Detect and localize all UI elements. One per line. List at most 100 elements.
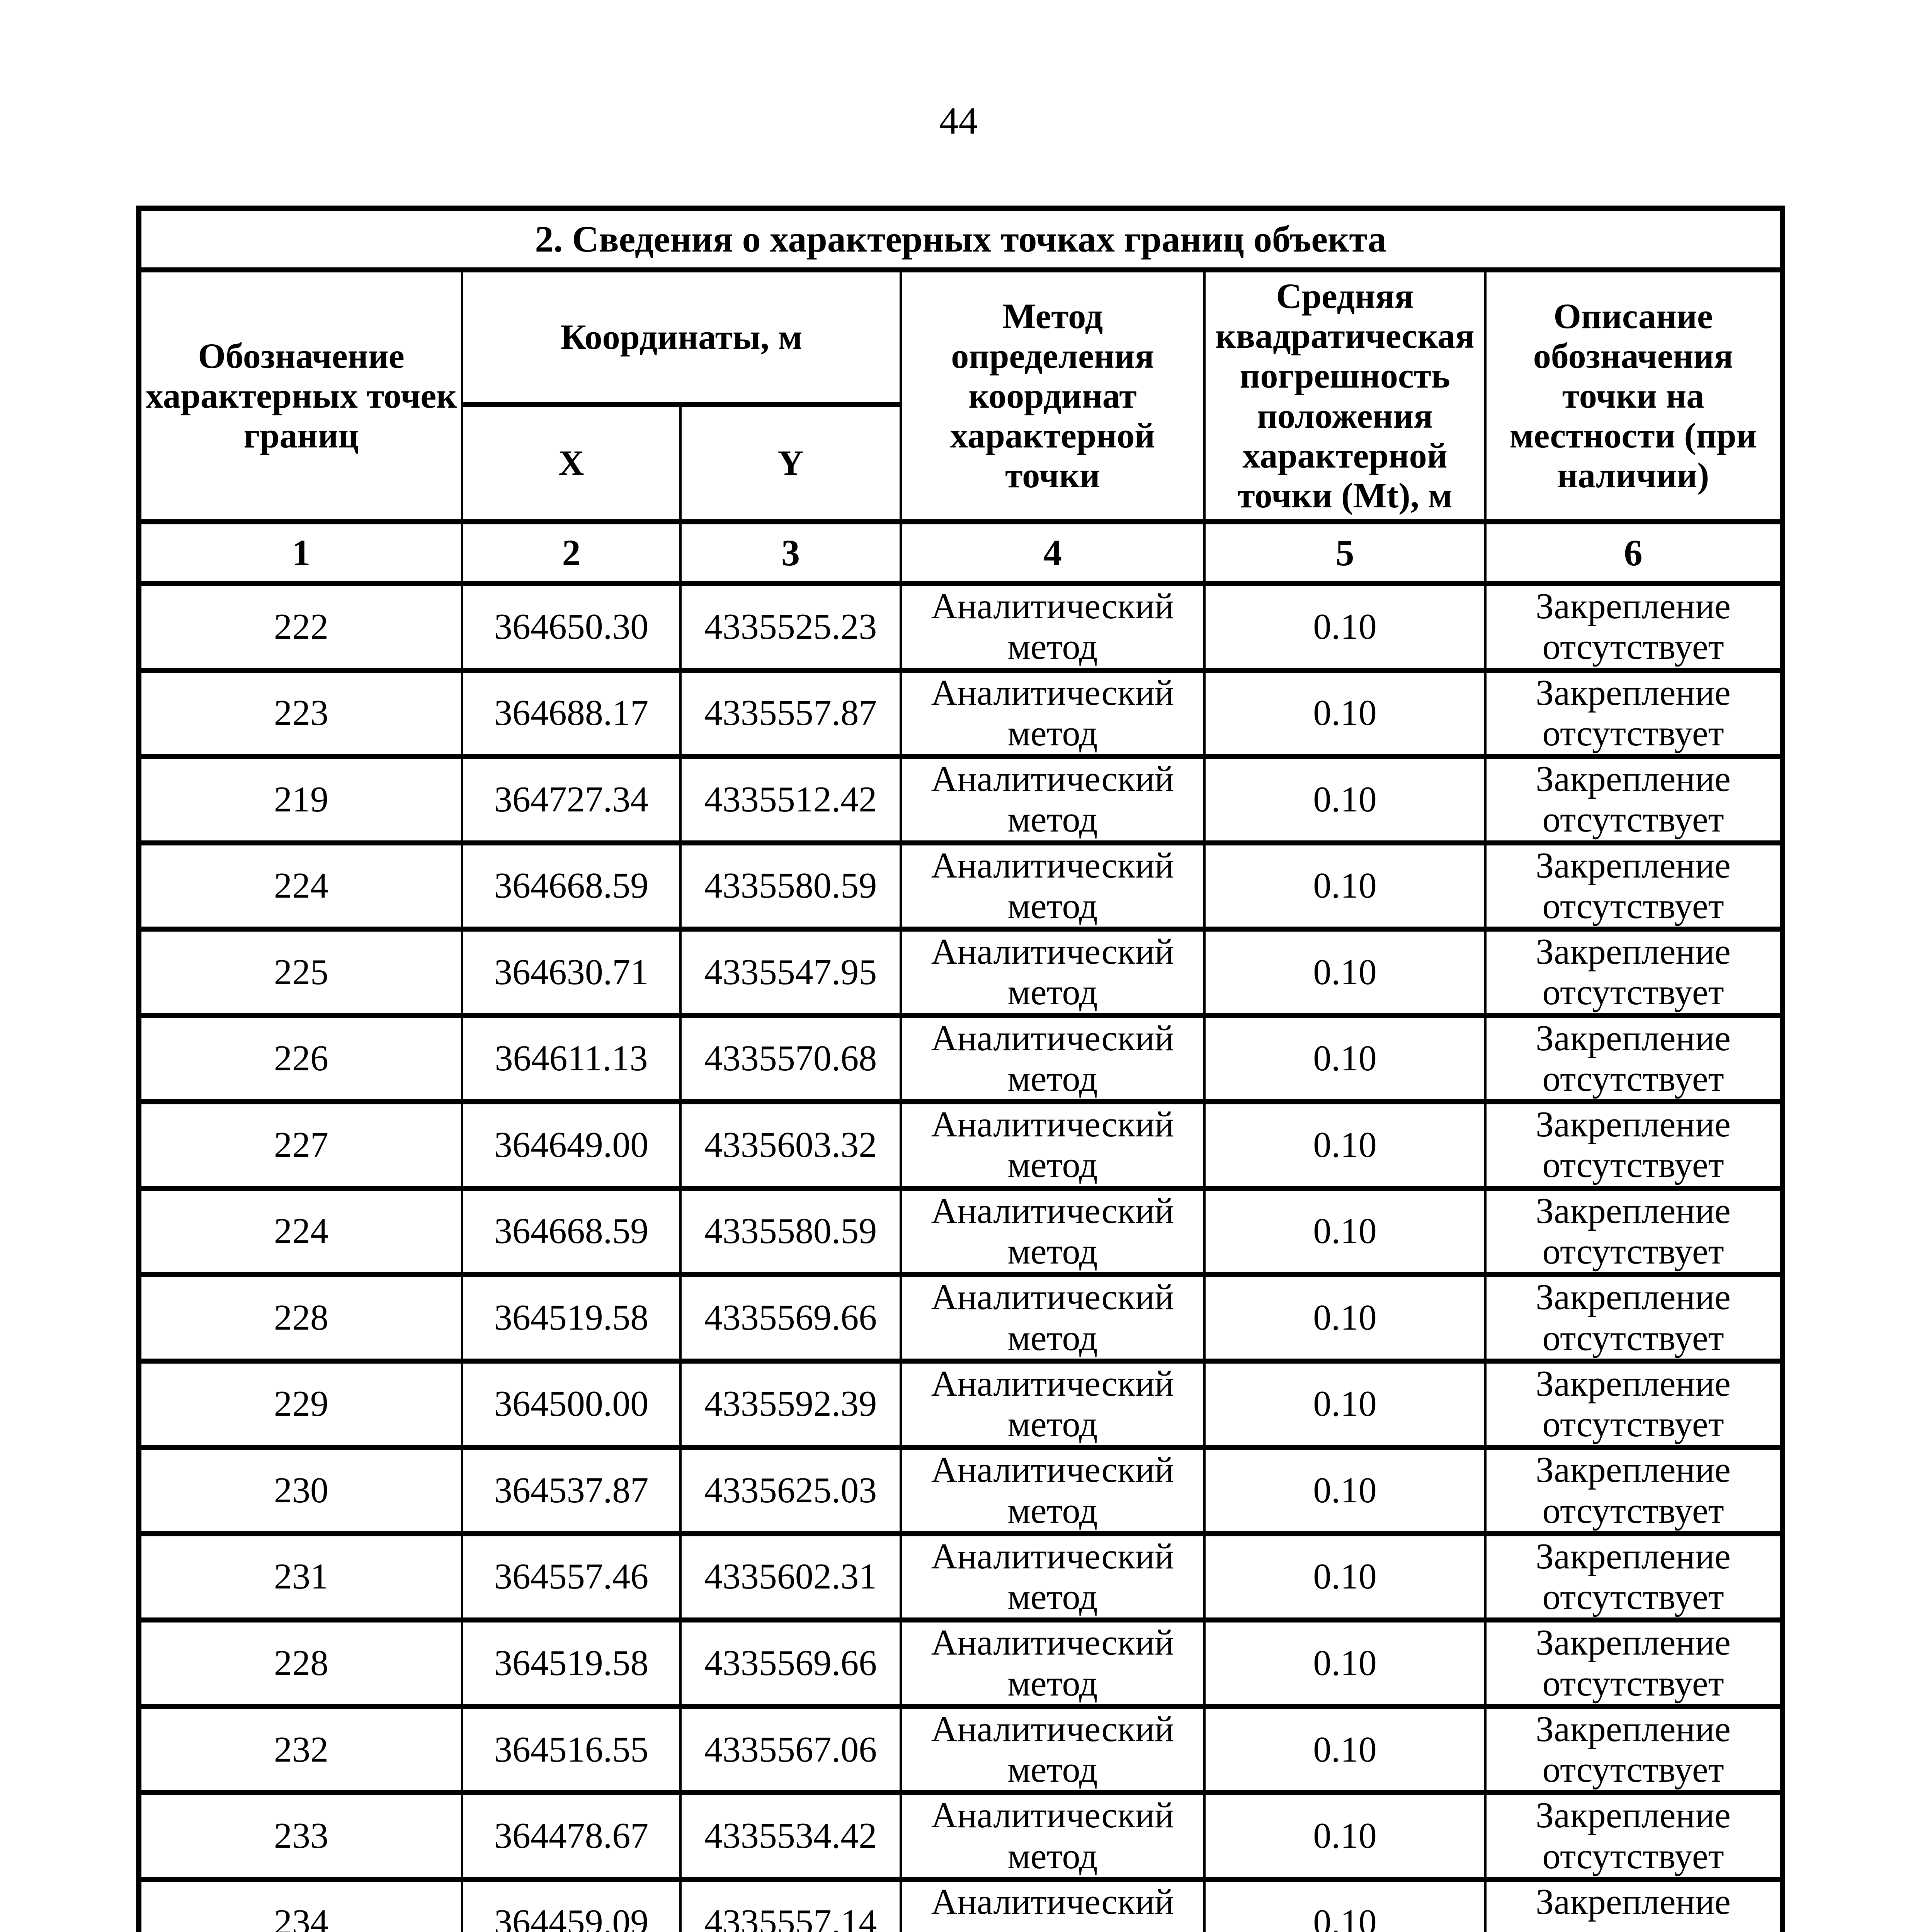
cell-mt: 0.10: [1203, 1445, 1487, 1536]
table-row: 219 364727.34 4335512.42 Аналитический м…: [138, 754, 1784, 845]
cell-mt: 0.10: [1203, 927, 1487, 1018]
table-row: 227 364649.00 4335603.32 Аналитический м…: [138, 1099, 1784, 1191]
cell-x: 364557.46: [461, 1531, 682, 1623]
cell-x: 364668.59: [461, 1185, 682, 1277]
cell-x: 364650.30: [461, 581, 682, 673]
table-row: 222 364650.30 4335525.23 Аналитический м…: [138, 581, 1784, 673]
cell-x: 364459.09: [461, 1876, 682, 1932]
cell-method: Аналитический метод: [900, 1876, 1206, 1932]
cell-y: 4335580.59: [679, 1185, 902, 1277]
cell-point: 231: [138, 1531, 463, 1623]
cell-point: 233: [138, 1790, 463, 1882]
cell-y: 4335570.68: [679, 1013, 902, 1105]
cell-mt: 0.10: [1203, 1704, 1487, 1796]
cell-x: 364727.34: [461, 754, 682, 845]
cell-description: Закрепление отсутствует: [1484, 1617, 1784, 1709]
cell-point: 224: [138, 840, 463, 932]
table-row: 224 364668.59 4335580.59 Аналитический м…: [138, 1185, 1784, 1277]
cell-method: Аналитический метод: [900, 581, 1206, 673]
cell-y: 4335602.31: [679, 1531, 902, 1623]
cell-description: Закрепление отсутствует: [1484, 1272, 1784, 1364]
characteristic-points-table: 2. Сведения о характерных точках границ …: [136, 206, 1786, 1932]
cell-y: 4335534.42: [679, 1790, 902, 1882]
cell-method: Аналитический метод: [900, 1617, 1206, 1709]
column-number-1: 1: [138, 519, 463, 586]
cell-x: 364688.17: [461, 667, 682, 759]
cell-description: Закрепление отсутствует: [1484, 1531, 1784, 1623]
cell-mt: 0.10: [1203, 667, 1487, 759]
cell-y: 4335580.59: [679, 840, 902, 932]
cell-x: 364611.13: [461, 1013, 682, 1105]
cell-point: 228: [138, 1617, 463, 1709]
cell-x: 364630.71: [461, 927, 682, 1018]
cell-y: 4335569.66: [679, 1617, 902, 1709]
table-row: 229 364500.00 4335592.39 Аналитический м…: [138, 1358, 1784, 1450]
cell-method: Аналитический метод: [900, 1704, 1206, 1796]
cell-point: 225: [138, 927, 463, 1018]
cell-mt: 0.10: [1203, 840, 1487, 932]
cell-y: 4335603.32: [679, 1099, 902, 1191]
header-point-designation: Обозначение характерных точек границ: [138, 267, 463, 524]
cell-method: Аналитический метод: [900, 927, 1206, 1018]
cell-y: 4335567.06: [679, 1704, 902, 1796]
table-row: 226 364611.13 4335570.68 Аналитический м…: [138, 1013, 1784, 1105]
column-number-5: 5: [1203, 519, 1487, 586]
cell-description: Закрепление отсутствует: [1484, 1790, 1784, 1882]
cell-description: Закрепление отсутствует: [1484, 927, 1784, 1018]
cell-method: Аналитический метод: [900, 1790, 1206, 1882]
cell-point: 224: [138, 1185, 463, 1277]
table-row: 225 364630.71 4335547.95 Аналитический м…: [138, 927, 1784, 1018]
column-number-4: 4: [900, 519, 1206, 586]
cell-x: 364519.58: [461, 1617, 682, 1709]
table-row: 224 364668.59 4335580.59 Аналитический м…: [138, 840, 1784, 932]
cell-y: 4335547.95: [679, 927, 902, 1018]
header-method: Метод определения координат характерной …: [900, 267, 1206, 524]
cell-y: 4335525.23: [679, 581, 902, 673]
cell-point: 234: [138, 1876, 463, 1932]
table-title-row: 2. Сведения о характерных точках границ …: [137, 206, 1784, 272]
cell-description: Закрепление отсутствует: [1484, 581, 1784, 673]
cell-method: Аналитический метод: [900, 840, 1206, 932]
cell-x: 364519.58: [461, 1272, 682, 1364]
column-number-6: 6: [1484, 519, 1784, 586]
cell-method: Аналитический метод: [900, 1185, 1206, 1277]
header-coordinates-group: Координаты, м: [461, 267, 902, 407]
cell-mt: 0.10: [1203, 754, 1487, 845]
cell-description: Закрепление отсутствует: [1484, 754, 1784, 845]
table-row: 231 364557.46 4335602.31 Аналитический м…: [138, 1531, 1784, 1623]
cell-method: Аналитический метод: [900, 667, 1206, 759]
cell-y: 4335557.87: [679, 667, 902, 759]
cell-x: 364668.59: [461, 840, 682, 932]
cell-point: 223: [138, 667, 463, 759]
header-x: X: [461, 402, 682, 524]
cell-point: 226: [138, 1013, 463, 1105]
cell-description: Закрепление отсутствует: [1484, 1358, 1784, 1450]
cell-point: 222: [138, 581, 463, 673]
cell-mt: 0.10: [1203, 581, 1487, 673]
cell-method: Аналитический метод: [900, 1531, 1206, 1623]
cell-method: Аналитический метод: [900, 1272, 1206, 1364]
cell-mt: 0.10: [1203, 1876, 1487, 1932]
table-row: 228 364519.58 4335569.66 Аналитический м…: [138, 1272, 1784, 1364]
table-row: 228 364519.58 4335569.66 Аналитический м…: [138, 1617, 1784, 1709]
table-row: 230 364537.87 4335625.03 Аналитический м…: [138, 1445, 1784, 1536]
cell-description: Закрепление отсутствует: [1484, 667, 1784, 759]
cell-mt: 0.10: [1203, 1617, 1487, 1709]
cell-method: Аналитический метод: [900, 1013, 1206, 1105]
cell-method: Аналитический метод: [900, 754, 1206, 845]
header-description: Описание обозначения точки на местности …: [1484, 267, 1784, 524]
cell-x: 364649.00: [461, 1099, 682, 1191]
table-row: 234 364459.09 4335557.14 Аналитический м…: [138, 1876, 1784, 1932]
cell-method: Аналитический метод: [900, 1358, 1206, 1450]
cell-mt: 0.10: [1203, 1272, 1487, 1364]
cell-y: 4335512.42: [679, 754, 902, 845]
cell-description: Закрепление отсутствует: [1484, 840, 1784, 932]
cell-method: Аналитический метод: [900, 1099, 1206, 1191]
cell-description: Закрепление отсутствует: [1484, 1876, 1784, 1932]
cell-description: Закрепление отсутствует: [1484, 1099, 1784, 1191]
cell-description: Закрепление отсутствует: [1484, 1185, 1784, 1277]
cell-mt: 0.10: [1203, 1790, 1487, 1882]
table-row: 223 364688.17 4335557.87 Аналитический м…: [138, 667, 1784, 759]
cell-y: 4335625.03: [679, 1445, 902, 1536]
